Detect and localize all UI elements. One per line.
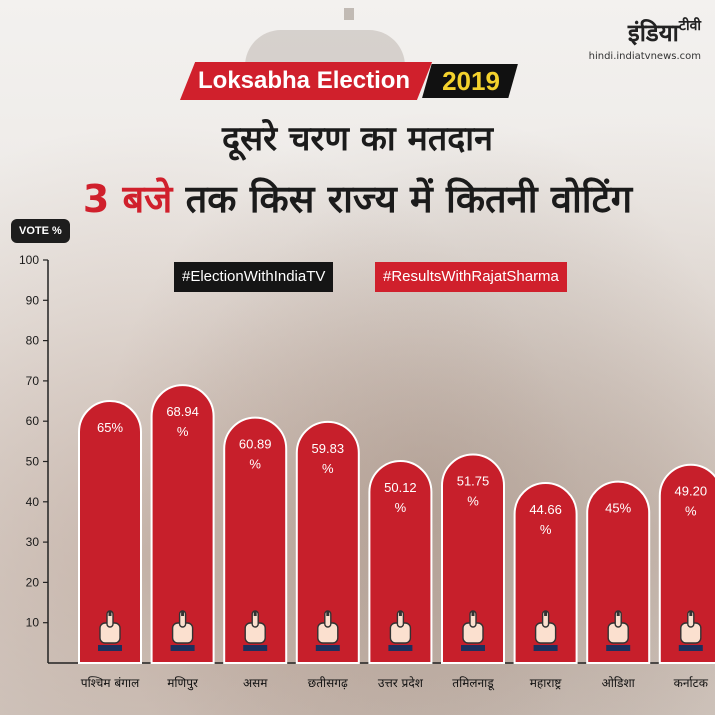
voting-finger-icon	[533, 610, 558, 651]
bar-group: 68.94% मणिपुर	[150, 384, 215, 691]
x-tick-label: तमिलनाडू	[452, 676, 494, 691]
y-tick-label: 80	[26, 334, 40, 348]
bar-group: 51.75% तमिलनाडू	[441, 453, 505, 691]
voting-finger-icon	[170, 610, 195, 651]
bar	[150, 384, 215, 664]
bar	[223, 416, 288, 664]
bar	[295, 420, 360, 664]
data-label: %	[395, 500, 407, 515]
bar-group: 49.20% कर्नाटक	[658, 463, 715, 690]
banner-year: 2019	[422, 64, 518, 98]
voting-finger-icon	[98, 610, 122, 651]
data-label: 65%	[97, 420, 123, 435]
bar	[658, 463, 715, 664]
x-tick-label: कर्नाटक	[674, 676, 709, 690]
y-tick-label: 100	[19, 253, 39, 267]
bar	[368, 460, 433, 664]
data-label: 45%	[605, 501, 631, 516]
voting-finger-icon	[461, 610, 485, 651]
x-tick-label: असम	[243, 676, 268, 690]
hashtag-election: #ElectionWithIndiaTV	[174, 262, 334, 292]
banner-label: Loksabha Election	[180, 62, 433, 100]
data-label: %	[467, 493, 479, 508]
voting-finger-icon	[678, 610, 703, 651]
data-label: 68.94	[166, 404, 199, 419]
x-tick-label: छतीसगढ़	[308, 676, 348, 690]
y-tick-label: 10	[26, 616, 40, 630]
y-tick-label: 20	[26, 575, 40, 589]
data-label: %	[177, 424, 189, 439]
page-title: दूसरे चरण का मतदान	[222, 119, 493, 159]
bar-group: 60.89% असम	[223, 416, 288, 690]
bar-group: 59.83% छतीसगढ़	[295, 420, 360, 690]
flag-icon	[344, 8, 354, 20]
bar	[78, 400, 142, 664]
y-tick-label: 90	[26, 293, 40, 307]
voting-finger-icon	[388, 610, 413, 651]
y-tick-label: 70	[26, 374, 40, 388]
data-label: 51.75	[457, 473, 490, 488]
voting-finger-icon	[315, 610, 340, 651]
x-tick-label: मणिपुर	[167, 676, 199, 691]
subtitle-highlight: 3 बजे	[82, 177, 173, 221]
brand-logo: इंडियाटीवी hindi.indiatvnews.com	[589, 16, 701, 62]
x-tick-label: ओडिशा	[602, 676, 636, 690]
brand-name: इंडियाटीवी	[627, 18, 701, 47]
x-tick-label: महाराष्ट्र	[530, 676, 563, 690]
y-tick-label: 60	[26, 414, 40, 428]
y-tick-label: 40	[26, 495, 40, 509]
data-label: %	[685, 504, 697, 519]
subtitle-rest: तक किस राज्य में कितनी वोटिंग	[172, 177, 633, 221]
bar	[441, 453, 505, 664]
bar	[586, 480, 651, 664]
data-label: 44.66	[529, 502, 562, 517]
bar-group: 44.66% महाराष्ट्र	[513, 482, 578, 690]
data-label: 49.20	[675, 484, 708, 499]
bar-group: 50.12% उत्तर प्रदेश	[368, 460, 433, 690]
data-label: 60.89	[239, 437, 272, 452]
brand-url: hindi.indiatvnews.com	[588, 51, 701, 62]
election-banner: Loksabha Election 2019	[180, 62, 518, 100]
x-tick-label: उत्तर प्रदेश	[378, 676, 424, 690]
bar-group: 65% पश्चिम बंगाल	[78, 400, 142, 690]
hashtag-results: #ResultsWithRajatSharma	[375, 262, 567, 292]
data-label: 59.83	[312, 441, 345, 456]
y-tick-label: 50	[26, 455, 40, 469]
voting-finger-icon	[243, 610, 268, 651]
page-subtitle: 3 बजे तक किस राज्य में कितनी वोटिंग	[0, 172, 715, 224]
bar-group: 45% ओडिशा	[586, 480, 651, 690]
y-axis-title: VOTE %	[11, 219, 70, 243]
data-label: %	[249, 457, 261, 472]
voting-finger-icon	[606, 610, 631, 651]
x-tick-label: पश्चिम बंगाल	[81, 676, 140, 690]
y-tick-label: 30	[26, 535, 40, 549]
data-label: 50.12	[384, 480, 417, 495]
data-label: %	[322, 461, 334, 476]
data-label: %	[540, 522, 552, 537]
parliament-silhouette	[245, 30, 405, 66]
bar	[513, 482, 578, 664]
